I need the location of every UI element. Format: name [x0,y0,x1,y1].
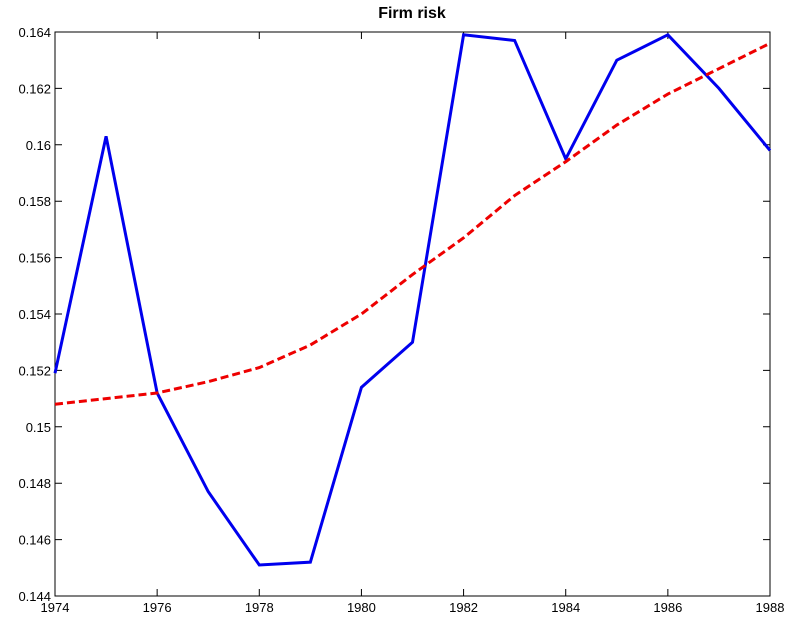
y-tick-label: 0.154 [18,307,51,322]
x-tick-label: 1976 [143,600,172,615]
series-line [54,41,771,406]
y-tick-label: 0.144 [18,589,51,604]
y-tick-label: 0.16 [26,138,51,153]
x-tick-label: 1982 [449,600,478,615]
plot-frame [54,31,771,597]
y-tick-label: 0.156 [18,251,51,266]
y-tick-label: 0.158 [18,194,51,209]
x-tick-label: 1986 [653,600,682,615]
x-tick-label: 1988 [756,600,785,615]
y-tick-label: 0.164 [18,25,51,40]
y-tick-label: 0.15 [26,420,51,435]
x-tick-label: 1984 [551,600,580,615]
x-tick-label: 1978 [245,600,274,615]
y-tick-label: 0.162 [18,81,51,96]
y-tick-label: 0.146 [18,533,51,548]
x-tick-label: 1980 [347,600,376,615]
x-tick-label: 1974 [41,600,70,615]
chart-title: Firm risk [378,5,446,22]
y-tick-label: 0.152 [18,363,51,378]
series-line [53,32,772,567]
y-tick-label: 0.148 [18,476,51,491]
